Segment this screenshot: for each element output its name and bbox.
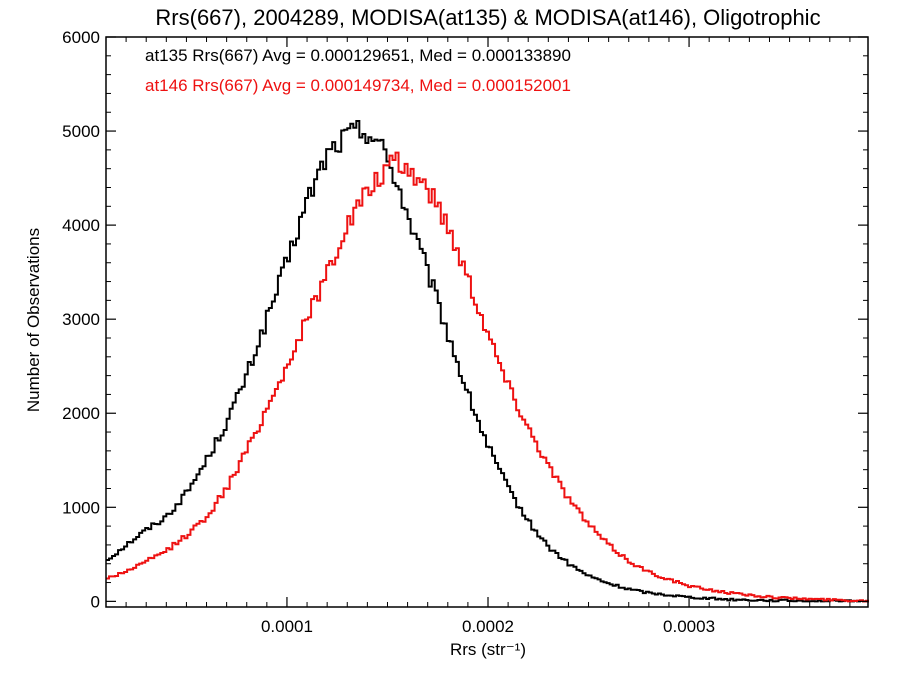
x-axis-title: Rrs (str⁻¹)	[450, 640, 526, 659]
y-tick-label: 2000	[62, 404, 100, 423]
x-tick-label: 0.0002	[462, 617, 514, 636]
legend: at135 Rrs(667) Avg = 0.000129651, Med = …	[145, 46, 571, 95]
histogram-series-at146	[106, 151, 870, 603]
chart-title: Rrs(667), 2004289, MODISA(at135) & MODIS…	[155, 5, 820, 30]
y-axis-title: Number of Observations	[24, 228, 43, 412]
series-layer	[106, 120, 870, 603]
y-tick-label: 4000	[62, 216, 100, 235]
x-tick-label: 0.0003	[663, 617, 715, 636]
histogram-series-at135	[106, 120, 870, 603]
plot-frame	[105, 36, 869, 608]
y-tick-label: 5000	[62, 122, 100, 141]
y-axis-ticks: 0 1000 2000 3000 4000 5000 6000	[62, 28, 868, 611]
y-tick-label: 6000	[62, 28, 100, 47]
x-tick-label: 0.0001	[261, 617, 313, 636]
y-tick-label: 0	[91, 592, 100, 611]
y-tick-label: 3000	[62, 310, 100, 329]
legend-entry-at135: at135 Rrs(667) Avg = 0.000129651, Med = …	[145, 46, 571, 65]
x-axis-ticks: 0.0001 0.0002 0.0003	[125, 37, 851, 636]
y-tick-label: 1000	[62, 498, 100, 517]
legend-entry-at146: at146 Rrs(667) Avg = 0.000149734, Med = …	[145, 76, 571, 95]
